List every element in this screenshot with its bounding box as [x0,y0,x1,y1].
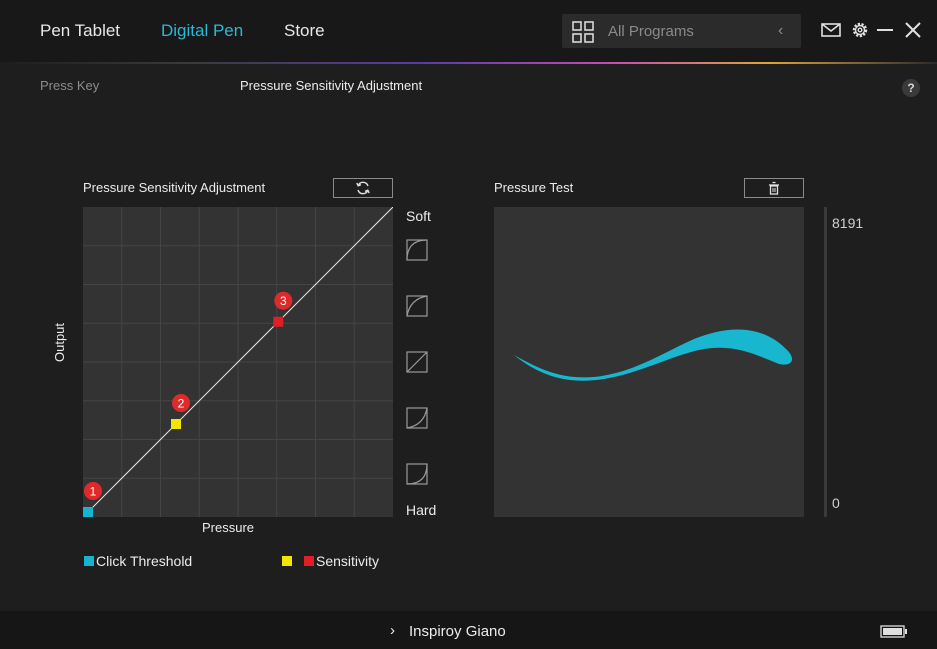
pressure-max-label: 8191 [832,215,864,231]
curve-point-3[interactable]: 3 [273,291,293,327]
pressure-level-bar [824,207,827,517]
refresh-icon [356,181,370,195]
curve-point-number: 3 [280,294,287,308]
y-axis-label: Output [52,322,67,362]
pressure-test-area[interactable] [494,207,804,517]
battery-icon [880,625,907,638]
legend-sensitivity-label: Sensitivity [316,553,380,569]
chart-grid [83,207,393,517]
subtab-press-key[interactable]: Press Key [40,78,100,93]
gear-icon[interactable] [849,19,871,41]
chevron-left-icon[interactable]: ‹ [778,22,784,39]
curve-point-handle[interactable] [171,419,181,429]
legend-threshold-label: Click Threshold [96,553,193,569]
tab-digital-pen[interactable]: Digital Pen [161,21,244,40]
minimize-icon[interactable] [874,19,896,41]
device-name[interactable]: Inspiroy Giano [409,623,506,640]
curve-layer [83,207,393,517]
pen-stroke [514,329,793,381]
tab-store[interactable]: Store [284,21,325,40]
curve-point-badge [84,482,102,500]
trash-icon [769,181,779,195]
program-selector-label: All Programs [608,23,694,40]
hard-label: Hard [406,502,437,518]
pressure-curve-line [83,207,393,517]
curve-point-badge [274,291,293,310]
reset-button[interactable] [333,178,393,198]
close-icon[interactable] [902,19,924,41]
footer-bar [0,611,937,649]
curve-point-badge [172,394,190,412]
curve-preset-hard-icon[interactable] [406,407,428,429]
tab-pen-tablet[interactable]: Pen Tablet [40,21,121,40]
clear-button[interactable] [744,178,804,198]
curve-point-2[interactable]: 2 [171,394,190,429]
subtab-pressure[interactable]: Pressure Sensitivity Adjustment [240,78,423,93]
pressure-min-label: 0 [832,495,840,511]
curve-point-handle[interactable] [273,316,284,327]
legend-threshold-swatch [84,556,94,566]
legend-point3-swatch [304,556,314,566]
curve-preset-linear-icon[interactable] [406,351,428,373]
x-axis-label: Pressure [202,520,255,535]
curve-panel-title: Pressure Sensitivity Adjustment [83,180,266,195]
test-panel-title: Pressure Test [494,180,574,195]
accent-divider [0,62,937,64]
soft-label: Soft [406,208,431,224]
curve-point-number: 2 [178,397,185,411]
curve-preset-soft-icon[interactable] [406,295,428,317]
curve-point-1[interactable]: 1 [83,482,102,517]
pressure-curve-chart[interactable]: 1 2 3 [83,207,393,517]
help-button[interactable]: ? [902,79,920,97]
curve-point-handle[interactable] [83,507,93,517]
chevron-right-icon[interactable]: › [390,622,395,639]
curve-point-number: 1 [90,485,97,499]
program-selector[interactable]: All Programs ‹ [562,14,801,48]
curve-points[interactable]: 1 2 3 [83,291,293,517]
curve-preset-hardest-icon[interactable] [406,463,428,485]
legend-point2-swatch [282,556,292,566]
grid-icon [572,21,594,43]
curve-preset-softest-icon[interactable] [406,239,428,261]
mail-icon[interactable] [820,19,842,41]
